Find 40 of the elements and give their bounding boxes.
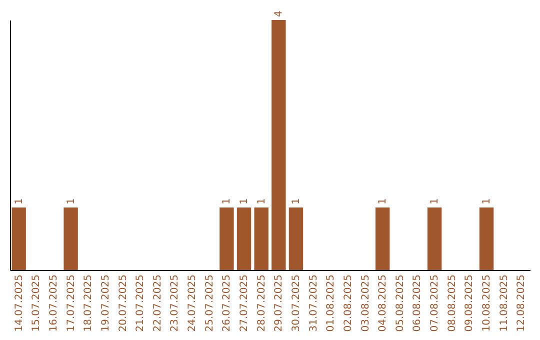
x-tick-label: 25.07.2025 xyxy=(204,274,216,332)
x-tick-label: 19.07.2025 xyxy=(100,274,112,332)
data-label: 1 xyxy=(482,198,493,204)
x-tick-label: 09.08.2025 xyxy=(464,274,476,332)
x-tick-label: 20.07.2025 xyxy=(118,274,129,332)
x-tick-label: 02.08.2025 xyxy=(342,274,354,332)
x-tick-label: 04.08.2025 xyxy=(378,274,389,332)
x-tick-label: 17.07.2025 xyxy=(66,274,77,332)
x-tick-label: 22.07.2025 xyxy=(152,274,164,332)
data-label: 1 xyxy=(14,198,25,204)
data-label: 1 xyxy=(378,198,389,204)
data-label: 1 xyxy=(66,198,77,204)
x-tick-label: 06.08.2025 xyxy=(412,274,424,332)
x-tick-label: 08.08.2025 xyxy=(446,274,458,332)
data-label: 1 xyxy=(430,198,441,204)
data-label: 1 xyxy=(290,198,302,204)
x-tick-label: 15.07.2025 xyxy=(31,274,42,332)
x-tick-label: 24.07.2025 xyxy=(187,274,198,332)
data-label: 4 xyxy=(274,10,285,17)
x-tick-label: 05.08.2025 xyxy=(394,274,406,332)
x-tick-label: 03.08.2025 xyxy=(360,274,372,332)
x-tick-label: 07.08.2025 xyxy=(430,274,441,332)
x-tick-label: 16.07.2025 xyxy=(48,274,60,332)
x-tick-label: 29.07.2025 xyxy=(274,274,285,332)
x-tick-label: 21.07.2025 xyxy=(135,274,146,332)
x-tick-label: 14.07.2025 xyxy=(14,274,25,332)
x-tick-label: 18.07.2025 xyxy=(83,274,94,332)
x-tick-label: 27.07.2025 xyxy=(239,274,250,332)
x-tick-label: 30.07.2025 xyxy=(290,274,302,332)
x-tick-label: 11.08.2025 xyxy=(498,274,510,332)
data-label: 1 xyxy=(239,198,250,204)
x-tick-label: 31.07.2025 xyxy=(308,274,320,332)
data-label: 1 xyxy=(222,198,233,204)
x-tick-label: 23.07.2025 xyxy=(170,274,181,332)
data-label: 1 xyxy=(256,198,268,204)
x-tick-label: 12.08.2025 xyxy=(516,274,528,332)
x-tick-label: 01.08.2025 xyxy=(326,274,337,332)
x-tick-label: 28.07.2025 xyxy=(256,274,268,332)
x-tick-label: 26.07.2025 xyxy=(222,274,233,332)
x-tick-label: 10.08.2025 xyxy=(482,274,493,332)
